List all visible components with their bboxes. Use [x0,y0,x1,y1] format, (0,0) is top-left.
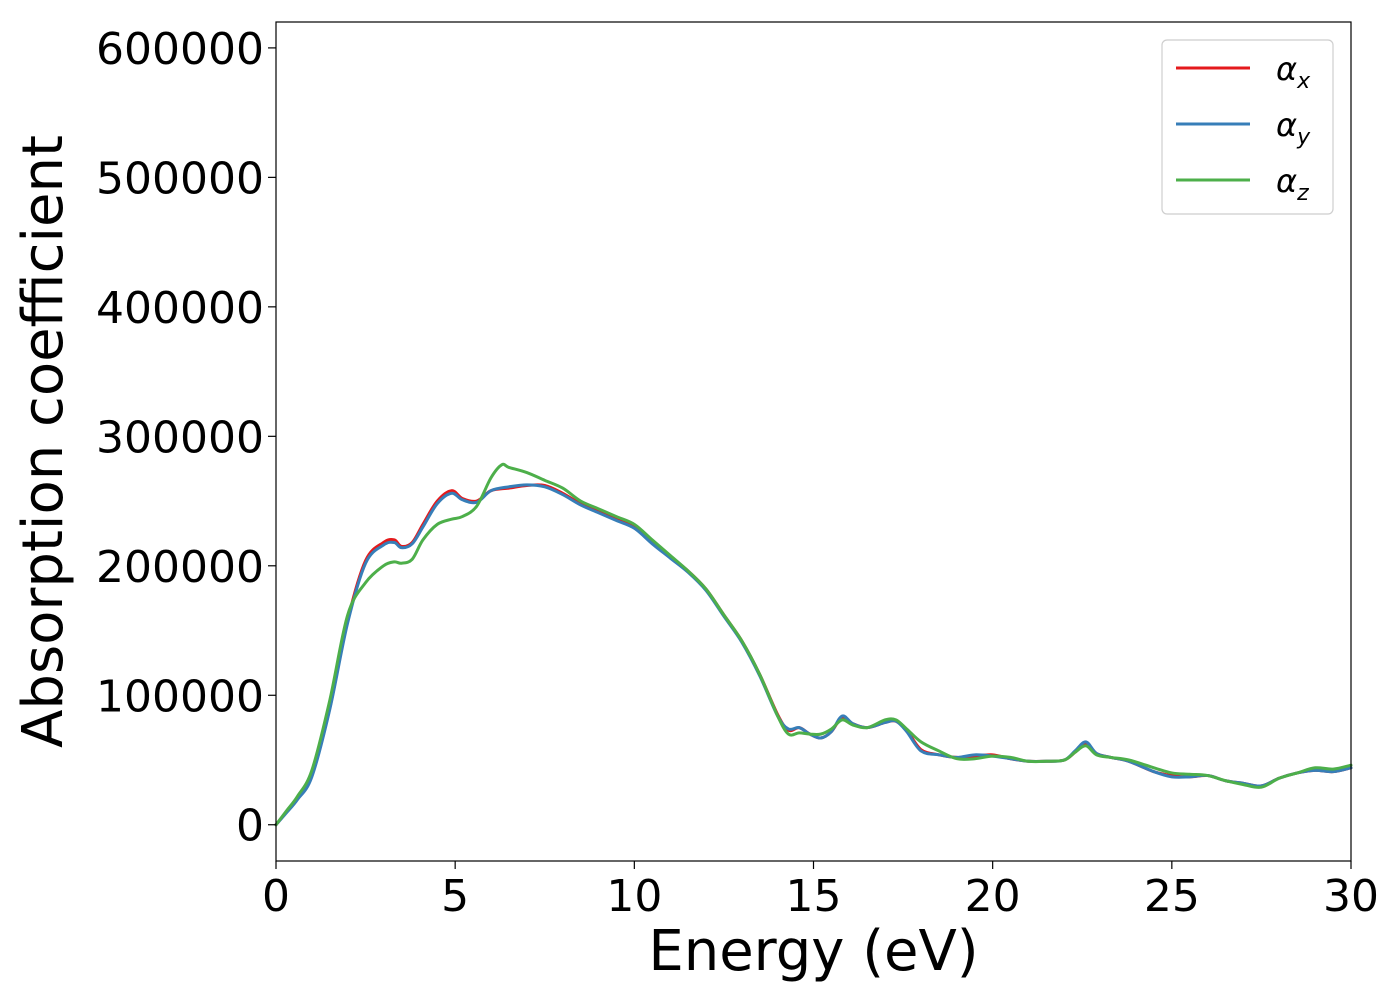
legend-label-symbol: α [1276,162,1297,200]
legend-label-alpha-x: αx [1276,50,1311,94]
y-tick-label: 400000 [96,283,264,334]
series-lines [274,462,1353,827]
x-axis-label: Energy (eV) [648,919,978,984]
legend-label-alpha-y: αy [1276,106,1311,150]
y-tick-label: 600000 [96,24,264,75]
x-tick-label: 30 [1323,871,1379,922]
legend-label-subscript: x [1296,69,1311,94]
legend-label-alpha-z: αz [1276,162,1309,206]
series-line-alpha-y [274,483,1353,827]
legend-label-subscript: z [1296,181,1309,206]
x-tick-label: 10 [606,871,662,922]
legend-box [1161,39,1334,215]
y-tick-label: 100000 [96,671,264,722]
y-tick-label: 200000 [96,542,264,593]
legend-label-subscript: y [1296,125,1311,150]
x-tick-label: 0 [262,871,290,922]
x-tick-label: 15 [786,871,842,922]
x-axis-ticks: 0 5 10 15 20 25 30 [262,861,1379,922]
y-axis-ticks: 0 100000 200000 300000 400000 500000 600000 [96,24,276,852]
y-tick-label: 0 [236,801,264,852]
y-axis-label: Absorption coefficient [11,135,76,748]
y-tick-label: 500000 [96,153,264,204]
y-tick-label: 300000 [96,412,264,463]
x-tick-label: 25 [1144,871,1200,922]
series-line-alpha-z [274,462,1353,827]
x-tick-label: 20 [965,871,1021,922]
legend-label-symbol: α [1276,106,1297,144]
x-tick-label: 5 [441,871,469,922]
legend-label-symbol: α [1276,50,1297,88]
